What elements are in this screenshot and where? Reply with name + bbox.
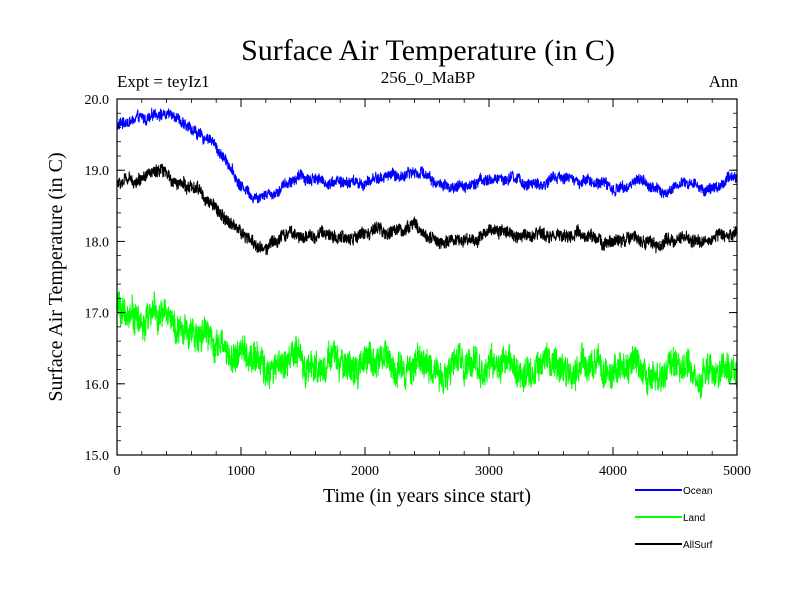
series-line-ocean	[116, 107, 738, 204]
y-tick-label: 20.0	[85, 93, 110, 108]
series-layer	[116, 107, 738, 399]
x-tick-label: 5000	[723, 464, 751, 479]
y-tick-label: 18.0	[85, 235, 110, 250]
x-tick-label: 1000	[227, 464, 255, 479]
axes-layer: 0 1000 2000 3000 4000 5000 15.0 16.0 17.0 18.0 19.…	[85, 93, 752, 479]
x-tick-label: 2000	[351, 464, 379, 479]
y-tick-label: 17.0	[85, 307, 110, 322]
y-tick-label: 15.0	[85, 449, 110, 464]
y-axis-label: Surface Air Temperature (in C)	[45, 152, 67, 401]
season-label: Ann	[709, 72, 739, 91]
series-line-allsurf	[116, 163, 738, 256]
chart-title: Surface Air Temperature (in C)	[241, 34, 615, 67]
legend: Ocean Land AllSurf	[635, 486, 713, 551]
y-tick-label: 16.0	[85, 378, 110, 393]
experiment-label: Expt = teyIz1	[117, 72, 210, 91]
x-axis-label: Time (in years since start)	[323, 485, 531, 507]
x-tick-label: 0	[114, 464, 121, 479]
y-tick-label: 19.0	[85, 164, 110, 179]
x-tick-label: 3000	[475, 464, 503, 479]
legend-label-land: Land	[683, 513, 705, 524]
period-label: 256_0_MaBP	[381, 68, 475, 87]
x-tick-label: 4000	[599, 464, 627, 479]
legend-label-ocean: Ocean	[683, 486, 712, 497]
series-line-land	[116, 291, 738, 399]
legend-label-allsurf: AllSurf	[683, 540, 713, 551]
plot-frame	[116, 98, 738, 456]
